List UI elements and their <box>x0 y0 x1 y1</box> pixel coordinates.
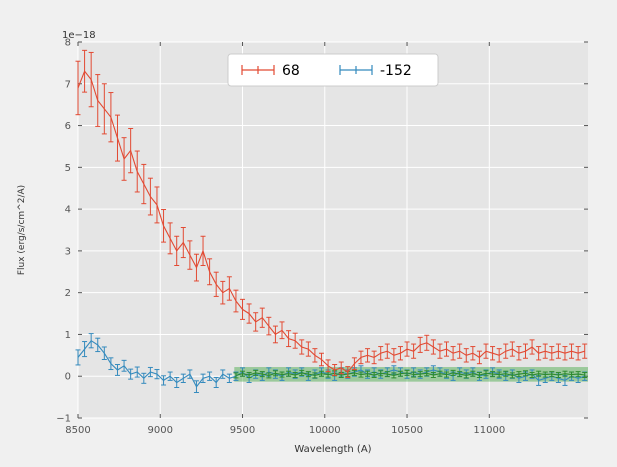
x-tick-label: 9500 <box>230 425 255 436</box>
x-tick-label: 10500 <box>391 425 423 436</box>
y-tick-label: 2 <box>65 288 71 299</box>
y-tick-label: 7 <box>65 79 71 90</box>
plot-area <box>78 42 588 418</box>
y-tick-label: 6 <box>65 121 71 132</box>
y-tick-label: 8 <box>65 38 71 49</box>
x-tick-label: 11000 <box>473 425 505 436</box>
series-line <box>77 70 585 373</box>
legend-label: -152 <box>380 63 412 79</box>
y-tick-label: 1 <box>65 330 71 341</box>
series-68 <box>75 49 588 378</box>
y-tick-label: 5 <box>65 163 71 174</box>
tick-marks: 8500 9000 9500 10000 10500 11000 −1 0 1 2 3 4 5 6 7 8 <box>56 38 588 436</box>
y-tick-label: 4 <box>65 205 71 216</box>
axis-offset-text: 1e−18 <box>62 30 96 41</box>
series-line <box>235 372 585 376</box>
legend-entry--152: -152 <box>339 63 412 79</box>
y-tick-label: −1 <box>56 414 71 425</box>
legend: 68 -152 <box>227 53 439 87</box>
legend-box <box>227 53 439 87</box>
x-axis-label: Wavelength (A) <box>294 444 371 455</box>
x-tick-label: 10000 <box>309 425 341 436</box>
chart-content: 8500 9000 9500 10000 10500 11000 −1 0 1 2 3 4 5 6 7 8 68… <box>56 38 588 436</box>
legend-entry-68: 68 <box>241 63 300 79</box>
series-band-points <box>233 369 588 379</box>
legend-label: 68 <box>282 63 300 79</box>
y-tick-label: 3 <box>65 246 71 257</box>
y-axis-label: Flux (erg/s/cm^2/A) <box>17 185 27 275</box>
y-tick-label: 0 <box>65 372 71 383</box>
x-tick-label: 8500 <box>65 425 90 436</box>
x-tick-label: 9000 <box>148 425 173 436</box>
